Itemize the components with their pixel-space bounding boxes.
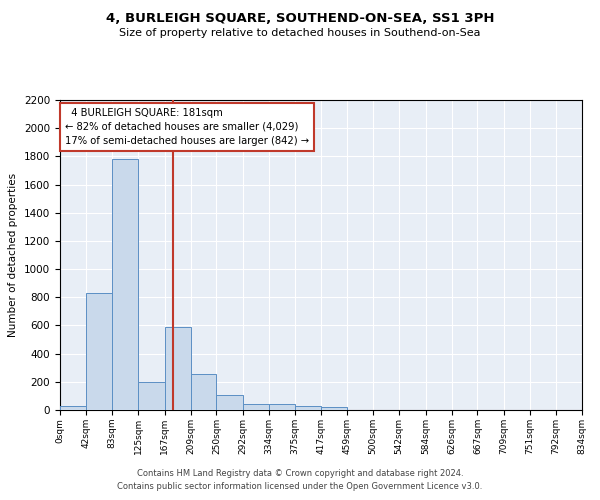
- Bar: [164, 327, 191, 410]
- Text: Contains HM Land Registry data © Crown copyright and database right 2024.: Contains HM Land Registry data © Crown c…: [137, 468, 463, 477]
- Bar: [269, 404, 295, 410]
- Bar: [243, 404, 269, 410]
- Bar: [321, 407, 347, 410]
- Text: 4 BURLEIGH SQUARE: 181sqm
← 82% of detached houses are smaller (4,029)
17% of se: 4 BURLEIGH SQUARE: 181sqm ← 82% of detac…: [65, 108, 310, 146]
- Bar: [295, 406, 321, 410]
- Bar: [191, 374, 217, 410]
- Bar: [112, 159, 138, 410]
- Bar: [138, 382, 164, 410]
- Text: Size of property relative to detached houses in Southend-on-Sea: Size of property relative to detached ho…: [119, 28, 481, 38]
- Text: Contains public sector information licensed under the Open Government Licence v3: Contains public sector information licen…: [118, 482, 482, 491]
- Y-axis label: Number of detached properties: Number of detached properties: [8, 173, 19, 337]
- Text: 4, BURLEIGH SQUARE, SOUTHEND-ON-SEA, SS1 3PH: 4, BURLEIGH SQUARE, SOUTHEND-ON-SEA, SS1…: [106, 12, 494, 26]
- Bar: [217, 394, 243, 410]
- Bar: [60, 406, 86, 410]
- Bar: [86, 293, 112, 410]
